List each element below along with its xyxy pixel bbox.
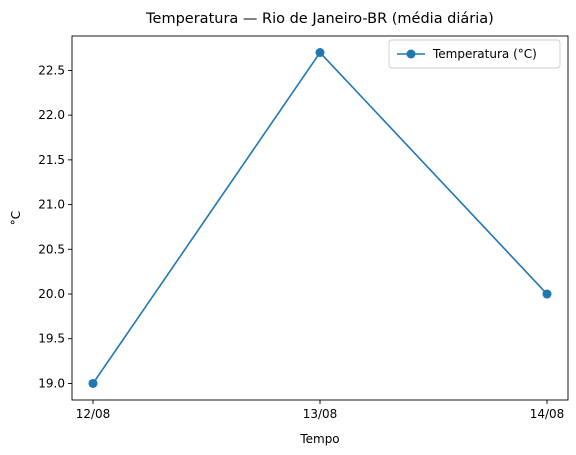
y-axis-label: °C — [9, 211, 23, 225]
x-axis-label: Tempo — [299, 432, 339, 446]
x-tick-label: 12/08 — [76, 407, 111, 421]
legend: Temperatura (°C) — [388, 39, 561, 69]
y-tick-label: 19.0 — [38, 376, 65, 390]
series-layer — [88, 48, 552, 388]
y-tick-label: 19.5 — [38, 332, 65, 346]
x-axis: 12/08 13/08 14/08 — [76, 400, 565, 421]
data-point — [88, 378, 98, 388]
y-tick-label: 21.0 — [38, 198, 65, 212]
legend-box — [388, 39, 561, 69]
series-line — [92, 51, 548, 384]
legend-label: Temperatura (°C) — [432, 47, 537, 61]
plot-area — [71, 35, 569, 401]
legend-marker — [406, 49, 416, 59]
y-tick-label: 22.0 — [38, 108, 65, 122]
plot-frame — [71, 35, 569, 401]
y-tick-label: 20.5 — [38, 242, 65, 256]
x-tick-label: 13/08 — [303, 407, 338, 421]
y-tick-label: 20.0 — [38, 287, 65, 301]
y-tick-label: 21.5 — [38, 153, 65, 167]
data-point — [542, 289, 552, 299]
data-point — [315, 48, 325, 58]
y-axis: 19.0 19.5 20.0 20.5 21.0 21.5 22.0 22.5 — [38, 63, 72, 390]
y-tick-label: 22.5 — [38, 63, 65, 77]
chart-title: Temperatura — Rio de Janeiro-BR (média d… — [145, 11, 494, 27]
x-tick-label: 14/08 — [530, 407, 565, 421]
